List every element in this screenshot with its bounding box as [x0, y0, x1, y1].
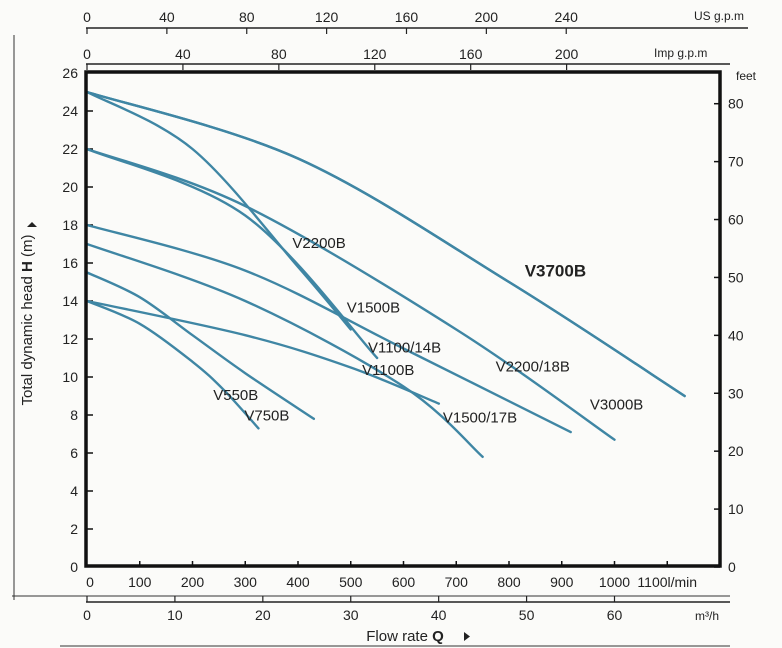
curve-v2200-18b: [85, 147, 616, 441]
label-v3000b: V3000B: [590, 396, 643, 413]
left-tick-label: 6: [70, 445, 78, 461]
left-tick-label: 18: [62, 217, 78, 233]
label-v750b: V750B: [244, 408, 289, 425]
label-v3700b: V3700B: [525, 261, 586, 280]
us-gpm-unit-label: US g.p.m: [694, 9, 744, 23]
right-tick-label: 50: [728, 269, 744, 285]
left-tick-label: 14: [62, 293, 78, 309]
x-axis-title: Flow rate Q: [366, 628, 444, 645]
curve-v550b: [85, 299, 260, 430]
label-v1500-17b: V1500/17B: [443, 410, 517, 427]
x-axis-arrow-icon: [464, 632, 470, 641]
imp-gpm-tick-label: 40: [175, 46, 191, 62]
lmin-tick-label: 1000: [599, 574, 630, 590]
m3h-tick-label: 20: [255, 607, 271, 623]
lmin-tick-label: 0: [86, 574, 94, 590]
lmin-tick-label: 100: [128, 574, 152, 590]
lmin-tick-label: 600: [392, 574, 416, 590]
left-tick-label: 12: [62, 331, 78, 347]
curve-v1100-14b: [85, 242, 484, 458]
left-tick-label: 10: [62, 369, 78, 385]
right-tick-label: 80: [728, 96, 744, 112]
label-v1100-14b: V1100/14B: [368, 339, 441, 356]
label-v1100b: V1100B: [362, 362, 414, 379]
imp-gpm-tick-label: 80: [271, 46, 287, 62]
plot-frame: [84, 70, 722, 568]
m3h-tick-label: 60: [607, 607, 623, 623]
imp-gpm-tick-label: 0: [83, 46, 91, 62]
lmin-tick-label: 900: [550, 574, 574, 590]
us-gpm-tick-label: 80: [239, 9, 255, 25]
us-gpm-tick-label: 160: [395, 9, 419, 25]
left-tick-label: 20: [62, 179, 78, 195]
m3h-tick-label: 50: [519, 607, 535, 623]
us-gpm-tick-label: 40: [159, 9, 175, 25]
right-axis: 0 10 20 30 40 50 60 70 80 feet: [714, 69, 757, 575]
m3h-tick-label: 10: [167, 607, 183, 623]
lmin-tick-label: 800: [497, 574, 521, 590]
left-tick-label: 4: [70, 483, 78, 499]
top-axes: 0 40 80 120 160 200 240 US g.p.m 0 40 80 120 160 200 I…: [83, 9, 748, 70]
right-tick-label: 10: [728, 501, 744, 517]
right-tick-label: 20: [728, 443, 744, 459]
curve-v1500b: [85, 90, 352, 331]
y-axis-title: Total dynamic head H (m): [19, 235, 36, 406]
label-v2200b: V2200B: [292, 235, 345, 252]
pump-curves: [85, 90, 686, 458]
imp-gpm-tick-label: 160: [459, 46, 483, 62]
left-tick-label: 0: [70, 559, 78, 575]
label-v2200-18b: V2200/18B: [496, 358, 570, 375]
curve-v1100b: [85, 299, 441, 405]
right-tick-label: 60: [728, 212, 744, 228]
lmin-tick-label: 700: [445, 574, 469, 590]
right-tick-label: 70: [728, 154, 744, 170]
us-gpm-tick-label: 200: [475, 9, 499, 25]
us-gpm-tick-label: 120: [315, 9, 339, 25]
label-v1500b: V1500B: [347, 299, 400, 316]
curve-v3700b: [85, 90, 686, 398]
bottom-axes: 0 100 200 300 400 500 600 700 800 900 1000 1100l/mi…: [12, 561, 730, 647]
lmin-tick-label: 400: [286, 574, 310, 590]
curve-labels: V550B V750B V1100B V1100/14B V1500B V1500/17B…: [213, 235, 643, 427]
m3h-tick-label: 0: [83, 607, 91, 623]
curve-v750b: [85, 271, 316, 420]
left-tick-label: 24: [62, 103, 78, 119]
y-axis-arrow-icon: [27, 222, 37, 227]
left-tick-label: 8: [70, 407, 78, 423]
left-tick-label: 2: [70, 521, 78, 537]
imp-gpm-tick-label: 120: [363, 46, 387, 62]
imp-gpm-unit-label: Imp g.p.m: [654, 46, 707, 60]
left-tick-label: 16: [62, 255, 78, 271]
lmin-tick-label: 1100l/min: [637, 574, 697, 590]
imp-gpm-tick-label: 200: [555, 46, 579, 62]
lmin-tick-label: 300: [234, 574, 258, 590]
right-tick-label: 30: [728, 385, 744, 401]
left-tick-label: 26: [62, 65, 78, 81]
m3h-unit-label: m³/h: [695, 609, 719, 623]
right-unit-label: feet: [736, 69, 757, 83]
lmin-tick-label: 500: [339, 574, 363, 590]
right-tick-label: 40: [728, 327, 744, 343]
right-tick-label: 0: [728, 559, 736, 575]
us-gpm-tick-label: 0: [83, 9, 91, 25]
curve-v1500-17b: [85, 223, 572, 434]
m3h-tick-label: 40: [431, 607, 447, 623]
m3h-tick-label: 30: [343, 607, 359, 623]
us-gpm-tick-label: 240: [555, 9, 579, 25]
lmin-tick-label: 200: [181, 574, 205, 590]
label-v550b: V550B: [213, 387, 258, 404]
left-tick-label: 22: [62, 141, 78, 157]
